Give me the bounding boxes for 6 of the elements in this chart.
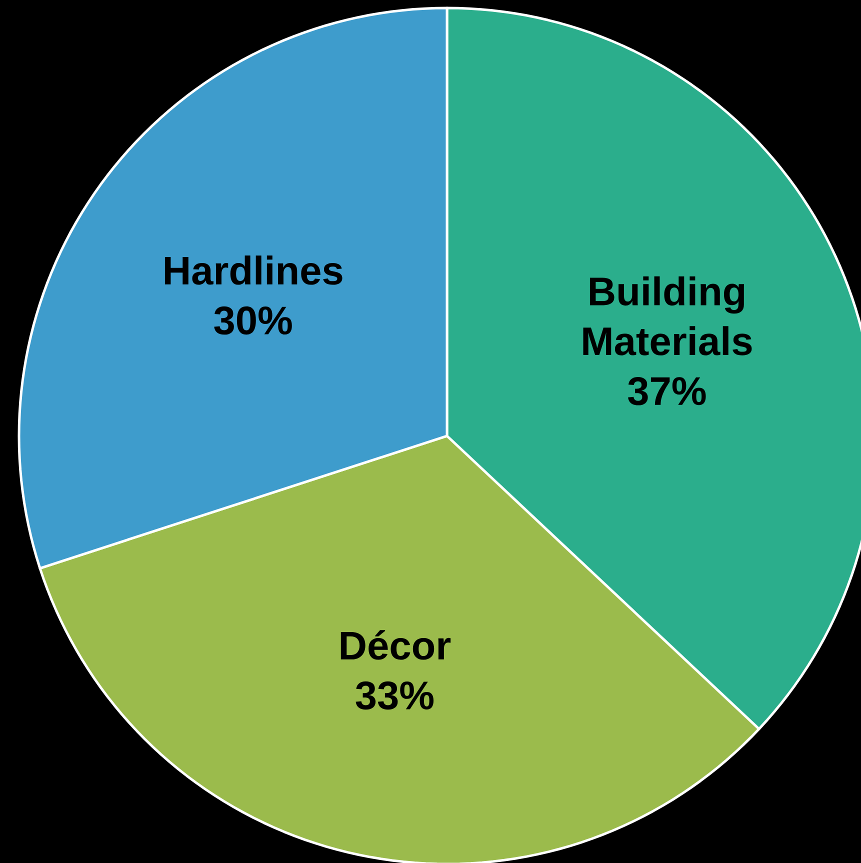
data-label: 30% — [214, 306, 292, 335]
data-label: 33% — [356, 681, 434, 710]
slice-label: Décor — [340, 630, 451, 660]
slice-label: Building Materials — [583, 276, 752, 356]
data-label: 37% — [628, 377, 706, 406]
slice-label: Hardlines — [164, 256, 342, 285]
